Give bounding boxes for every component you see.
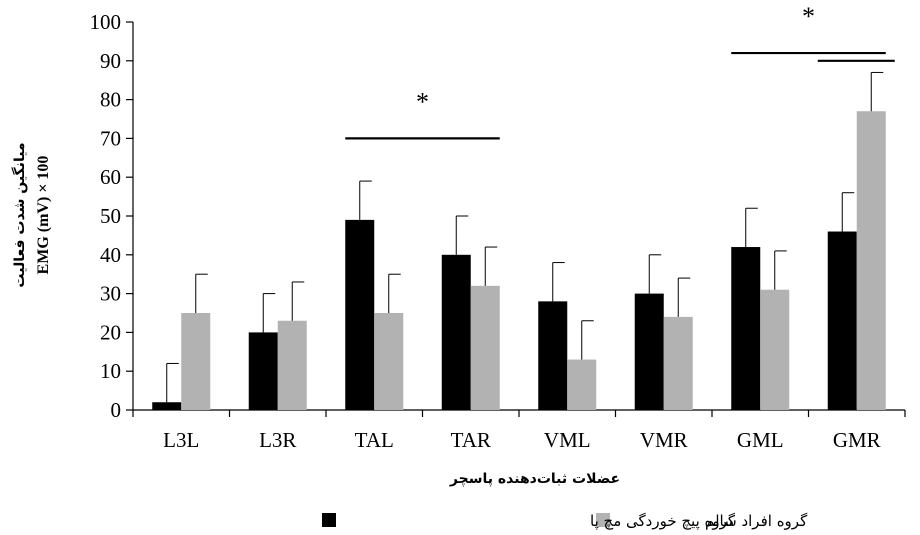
legend-label-ankle-sprain: گروه پیچ خوردگی مچ پا	[590, 512, 736, 531]
x-tick-label: GMR	[833, 428, 881, 452]
x-tick-label: L3R	[259, 428, 296, 452]
x-tick-label: VMR	[640, 428, 688, 452]
bars	[152, 71, 886, 411]
y-tick-label: 80	[100, 88, 121, 112]
y-axis: 0 10 20 30 40 50 60 70 80 90 100	[90, 10, 134, 422]
bar	[248, 332, 278, 410]
bar	[634, 293, 664, 410]
legend: گروه افراد سالم گروه پیچ خوردگی مچ پا	[322, 512, 808, 531]
x-axis: L3L L3R TAL TAR VML VMR GML GMR	[132, 409, 906, 452]
bar	[152, 402, 182, 410]
x-tick-label: VML	[544, 428, 591, 452]
y-axis-title-line1: میانگین شدت فعالیت	[11, 142, 28, 287]
bar	[277, 320, 307, 410]
x-tick-label: L3L	[163, 428, 199, 452]
legend-swatch-healthy	[596, 513, 610, 527]
bar	[538, 301, 568, 410]
bar	[827, 231, 857, 410]
y-tick-label: 30	[100, 282, 121, 306]
x-tick-label: GML	[737, 428, 784, 452]
bar	[760, 289, 790, 410]
y-tick-label: 10	[100, 359, 121, 383]
y-axis-title-line2: EMG (mV) × 100	[35, 156, 52, 275]
x-tick-label: TAR	[451, 428, 491, 452]
legend-swatch-ankle-sprain	[322, 513, 336, 527]
y-tick-label: 70	[100, 126, 121, 150]
bar	[181, 313, 211, 410]
bar	[663, 316, 693, 410]
bar	[441, 254, 471, 410]
significance-star: *	[802, 2, 815, 31]
x-axis-title: عضلات ثبات‌دهنده پاسچر	[449, 471, 620, 487]
y-tick-label: 100	[90, 10, 122, 34]
significance-star: *	[416, 87, 429, 116]
x-tick-label: TAL	[355, 428, 394, 452]
bar	[345, 219, 375, 410]
y-tick-label: 50	[100, 204, 121, 228]
y-tick-label: 90	[100, 49, 121, 73]
y-tick-label: 0	[111, 398, 122, 422]
significance-markers: **	[345, 2, 895, 140]
bar	[567, 359, 597, 410]
bar	[470, 285, 500, 410]
bar	[731, 247, 761, 410]
legend-label-healthy: گروه افراد سالم	[705, 512, 808, 530]
y-tick-label: 20	[100, 320, 121, 344]
y-tick-label: 40	[100, 243, 121, 267]
bar	[856, 111, 886, 411]
y-tick-label: 60	[100, 165, 121, 189]
bar	[374, 313, 404, 410]
